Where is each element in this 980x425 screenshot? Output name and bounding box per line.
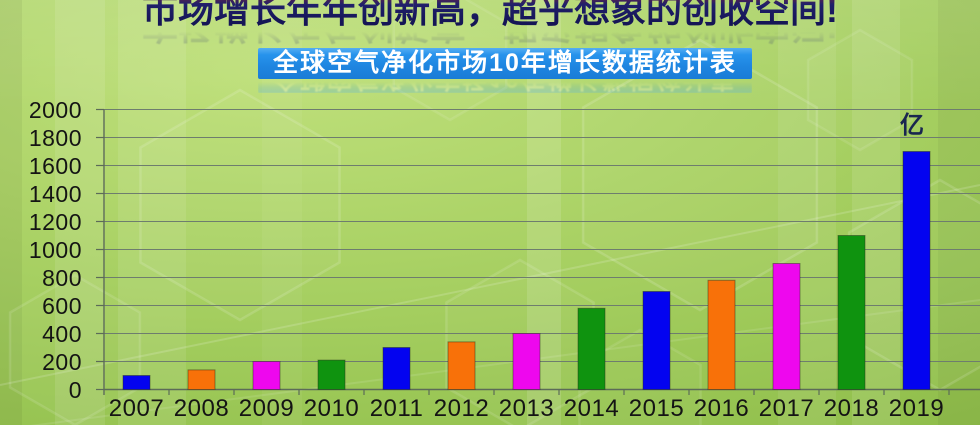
y-axis-label: 1200 [28,208,82,235]
bar-2019 [902,151,931,390]
x-axis-label: 2011 [369,395,424,422]
page-title: 市场增长年年创新高，超乎想象的创收空间! [142,0,838,30]
bar-2010 [317,359,346,391]
chart-title-banner: 全球空气净化市场10年增长数据统计表 [258,48,752,79]
bar-2009 [252,361,281,390]
y-axis-label: 600 [42,292,82,319]
y-axis-label: 0 [68,376,82,403]
x-axis-label: 2016 [693,395,750,422]
y-axis-label: 800 [42,264,82,291]
x-axis-label: 2009 [238,395,295,422]
bar-2012 [447,341,476,390]
x-axis-label: 2014 [563,395,620,422]
x-axis-label: 2010 [303,395,360,422]
bar-2011 [382,347,411,390]
y-axis-label: 200 [42,348,82,375]
y-axis-label: 1800 [28,124,82,151]
x-axis-label: 2008 [173,395,230,422]
x-axis-label: 2017 [758,395,815,422]
bar-2014 [577,307,606,390]
x-axis-label: 2013 [498,395,555,422]
x-axis-label: 2019 [888,395,945,422]
bar-2008 [187,369,216,390]
bar-2007 [122,375,151,390]
headline-block: 市场增长年年创新高，超乎想象的创收空间! 市场增长年年创新高，超乎想象的创收空间… [0,0,980,45]
y-axis-label: 400 [42,320,82,347]
x-axis-label: 2015 [628,395,685,422]
x-axis-label: 2007 [108,395,165,422]
bar-2015 [642,291,671,390]
y-axis-label: 2000 [28,96,82,123]
bar-2016 [707,279,736,390]
y-axis-label: 1600 [28,152,82,179]
bar-2017 [772,263,801,390]
x-axis-label: 2012 [433,395,490,422]
y-axis-label: 1400 [28,180,82,207]
y-axis-label: 1000 [28,236,82,263]
bar-2018 [837,235,866,390]
banner-block: 全球空气净化市场10年增长数据统计表 全球空气净化市场10年增长数据统计表 [258,48,752,93]
unit-label-reflection: 亿 [886,131,938,141]
bar-2013 [512,333,541,390]
unit-label: 亿 [900,112,924,139]
x-axis-label: 2018 [823,395,880,422]
